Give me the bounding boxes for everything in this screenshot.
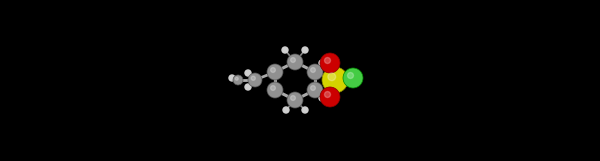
Circle shape bbox=[267, 64, 283, 80]
Circle shape bbox=[287, 92, 303, 108]
Circle shape bbox=[320, 87, 340, 107]
Circle shape bbox=[235, 77, 238, 80]
Circle shape bbox=[322, 67, 348, 93]
Circle shape bbox=[311, 68, 316, 72]
Circle shape bbox=[347, 72, 353, 79]
Circle shape bbox=[248, 73, 262, 87]
Circle shape bbox=[319, 60, 325, 66]
Circle shape bbox=[245, 84, 251, 90]
Circle shape bbox=[328, 73, 335, 81]
Circle shape bbox=[271, 86, 275, 90]
Circle shape bbox=[302, 107, 308, 113]
Circle shape bbox=[290, 58, 295, 62]
Circle shape bbox=[343, 68, 363, 88]
Circle shape bbox=[251, 76, 256, 80]
Circle shape bbox=[307, 82, 323, 98]
Circle shape bbox=[271, 68, 275, 72]
Circle shape bbox=[320, 53, 340, 73]
Circle shape bbox=[319, 95, 325, 101]
Circle shape bbox=[233, 75, 243, 85]
Circle shape bbox=[290, 96, 295, 100]
Circle shape bbox=[311, 86, 316, 90]
Circle shape bbox=[325, 57, 331, 63]
Circle shape bbox=[282, 47, 288, 53]
Circle shape bbox=[287, 54, 303, 70]
Circle shape bbox=[245, 70, 251, 76]
Circle shape bbox=[302, 47, 308, 53]
Circle shape bbox=[325, 91, 331, 98]
Circle shape bbox=[267, 82, 283, 98]
Circle shape bbox=[283, 107, 289, 113]
Circle shape bbox=[307, 64, 323, 80]
Circle shape bbox=[229, 75, 235, 81]
